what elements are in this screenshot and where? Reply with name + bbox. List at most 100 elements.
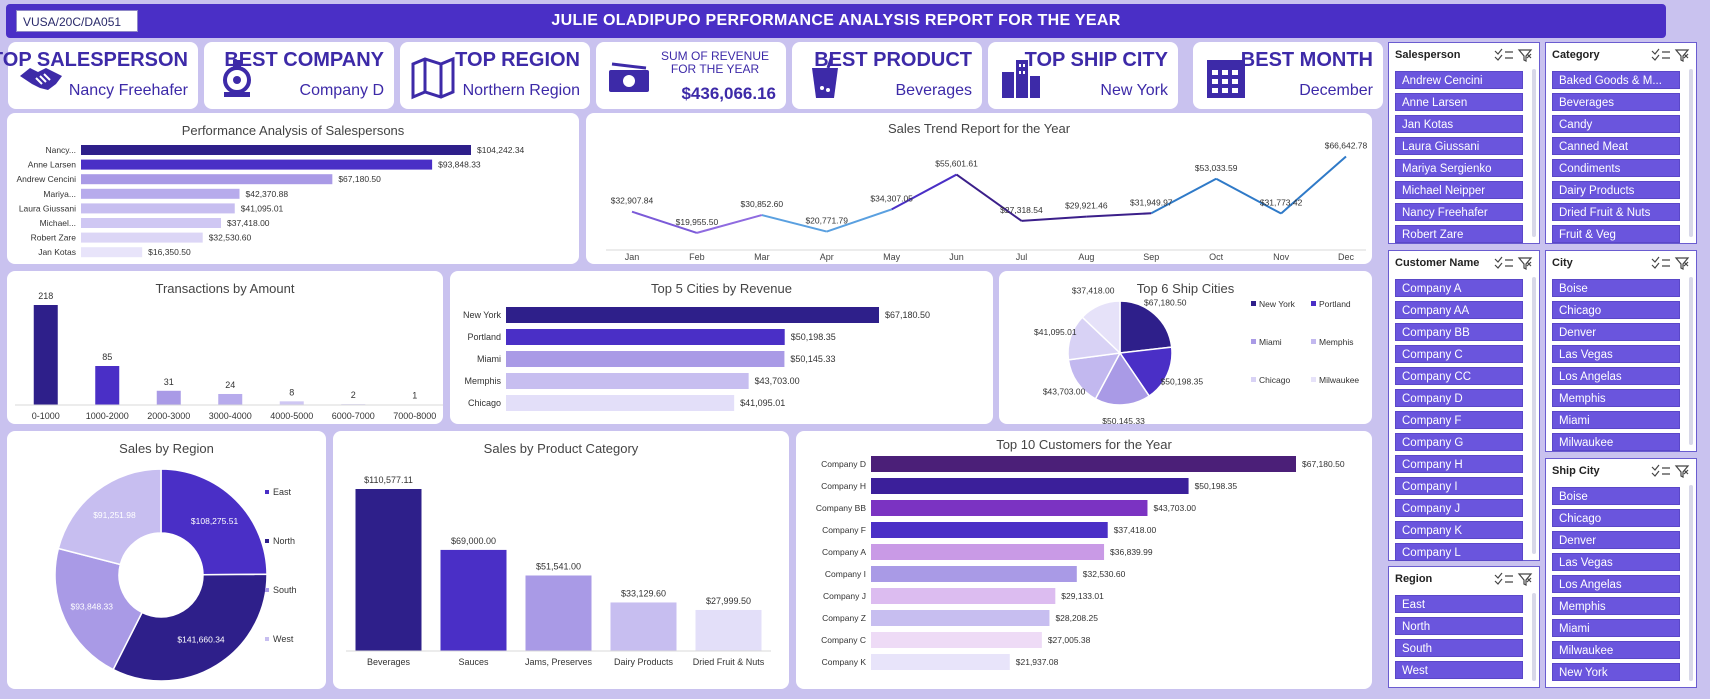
slicer-controls [1494, 48, 1533, 62]
slicer-item[interactable]: Company D [1395, 389, 1523, 407]
slicer-item[interactable]: Miami [1552, 411, 1680, 429]
clear-filter-icon[interactable] [1517, 573, 1533, 586]
slicer-item[interactable]: Chicago [1552, 301, 1680, 319]
panel-cities: Top 5 Cities by Revenue New York $67,180.… [450, 271, 993, 424]
slicer-item[interactable]: West [1395, 661, 1523, 679]
clear-filter-icon[interactable] [1517, 49, 1533, 62]
money-icon [609, 62, 649, 92]
kpi-label: SUM OF REVENUE FOR THE YEAR [660, 49, 769, 76]
x-tick-label: Sauces [458, 657, 489, 667]
slicer-item[interactable]: Canned Meat [1552, 137, 1680, 155]
slicer-scrollbar[interactable] [1532, 593, 1536, 681]
clear-filter-icon[interactable] [1517, 257, 1533, 270]
slicer-item[interactable]: Miami [1552, 619, 1680, 637]
data-label: $50,198.35 [1161, 376, 1204, 386]
slicer-item[interactable]: Memphis [1552, 389, 1680, 407]
slicer-scrollbar[interactable] [1689, 69, 1693, 237]
clear-filter-icon[interactable] [1674, 49, 1690, 62]
slicer-item[interactable]: North [1395, 617, 1523, 635]
slicer-item[interactable]: Company I [1395, 477, 1523, 495]
slicer-item[interactable]: Company G [1395, 433, 1523, 451]
slicer-item[interactable]: Company J [1395, 499, 1523, 517]
slicer-scrollbar[interactable] [1689, 277, 1693, 445]
slicer-item[interactable]: Chicago [1552, 509, 1680, 527]
chart-title: Sales by Region [119, 441, 214, 456]
clear-filter-icon[interactable] [1674, 465, 1690, 478]
legend-label: Milwaukee [1319, 375, 1359, 385]
x-tick-label: Mar [754, 252, 770, 262]
series-line-segment [1021, 215, 1087, 222]
slicer-item[interactable]: Milwaukee [1552, 641, 1680, 659]
slicer-item[interactable]: Dried Fruit & Nuts [1552, 203, 1680, 221]
bar [81, 247, 143, 258]
shipcities-chart: $67,180.50 $50,198.35 $50,145.33 $43,703.00… [1034, 286, 1359, 424]
category-label: Company C [821, 635, 866, 645]
bar [81, 188, 240, 199]
multi-select-icon[interactable] [1651, 256, 1670, 269]
slicer-item[interactable]: Denver [1552, 531, 1680, 549]
slicer-item[interactable]: Denver [1552, 323, 1680, 341]
slicer-item[interactable]: Andrew Cencini [1395, 71, 1523, 89]
pie-slice [1119, 300, 1173, 354]
multi-select-icon[interactable] [1494, 256, 1513, 269]
slicer-item[interactable]: New York [1552, 663, 1680, 681]
slicer-item[interactable]: Candy [1552, 115, 1680, 133]
cities-chart: New York $67,180.50 Portland $50,198.35 Miam… [463, 307, 930, 411]
slicer-item[interactable]: Company CC [1395, 367, 1523, 385]
kpi-label: TOP SALESPERSON [0, 49, 188, 71]
slicer-item[interactable]: Company C [1395, 345, 1523, 363]
bar [81, 145, 471, 155]
bar [871, 544, 1105, 560]
slicer-item[interactable]: Robert Zare [1395, 225, 1523, 243]
slicer-controls [1651, 256, 1690, 270]
slicer-item[interactable]: Beverages [1552, 93, 1680, 111]
slicer-item[interactable]: Anne Larsen [1395, 93, 1523, 111]
x-tick-label: Oct [1209, 252, 1224, 262]
slicer-scrollbar[interactable] [1532, 69, 1536, 237]
multi-select-icon[interactable] [1494, 48, 1513, 61]
clear-filter-icon[interactable] [1674, 257, 1690, 270]
slicer-item[interactable]: Baked Goods & M... [1552, 71, 1680, 89]
slicer-item[interactable]: Laura Giussani [1395, 137, 1523, 155]
data-label: $16,350.50 [148, 247, 191, 257]
slicer-item[interactable]: Company H [1395, 455, 1523, 473]
multi-select-icon[interactable] [1651, 48, 1670, 61]
category-label: Company F [822, 525, 866, 535]
slicer-item[interactable]: Company K [1395, 521, 1523, 539]
slicer-item[interactable]: Michael Neipper [1395, 181, 1523, 199]
slicer-item[interactable]: Las Vegas [1552, 553, 1680, 571]
slicer-item[interactable]: Jan Kotas [1395, 115, 1523, 133]
slicer-item[interactable]: South [1395, 639, 1523, 657]
x-tick-label: Dairy Products [614, 657, 674, 667]
slicer-item[interactable]: Las Vegas [1552, 345, 1680, 363]
multi-select-icon[interactable] [1651, 464, 1670, 477]
slicer-item[interactable]: Company L [1395, 543, 1523, 561]
multi-select-icon[interactable] [1494, 572, 1513, 585]
slicer-item[interactable]: Nancy Freehafer [1395, 203, 1523, 221]
slicer-item[interactable]: Los Angelas [1552, 367, 1680, 385]
x-tick-label: 4000-5000 [270, 411, 313, 421]
pie-slice [57, 468, 162, 566]
slicer-item[interactable]: Dairy Products [1552, 181, 1680, 199]
bar [506, 373, 749, 389]
category-label: New York [463, 310, 502, 320]
slicer-scrollbar[interactable] [1689, 485, 1693, 681]
slicer-item[interactable]: Boise [1552, 279, 1680, 297]
slicer-item[interactable]: Company A [1395, 279, 1523, 297]
slicer-item[interactable]: East [1395, 595, 1523, 613]
slicer-item[interactable]: Company F [1395, 411, 1523, 429]
slicer-scrollbar[interactable] [1532, 277, 1536, 554]
slicer-item[interactable]: Company AA [1395, 301, 1523, 319]
pie-slice [54, 547, 144, 671]
slicer-item[interactable]: Fruit & Veg [1552, 225, 1680, 243]
data-label: $29,133.01 [1061, 591, 1104, 601]
slicer-item[interactable]: Company BB [1395, 323, 1523, 341]
slicer-item[interactable]: Mariya Sergienko [1395, 159, 1523, 177]
slicer-item[interactable]: Los Angelas [1552, 575, 1680, 593]
slicer-item[interactable]: Condiments [1552, 159, 1680, 177]
data-label: $42,370.88 [246, 189, 289, 199]
slicer-item[interactable]: Memphis [1552, 597, 1680, 615]
slicer-item[interactable]: Milwaukee [1552, 433, 1680, 451]
bar [81, 203, 235, 214]
slicer-item[interactable]: Boise [1552, 487, 1680, 505]
